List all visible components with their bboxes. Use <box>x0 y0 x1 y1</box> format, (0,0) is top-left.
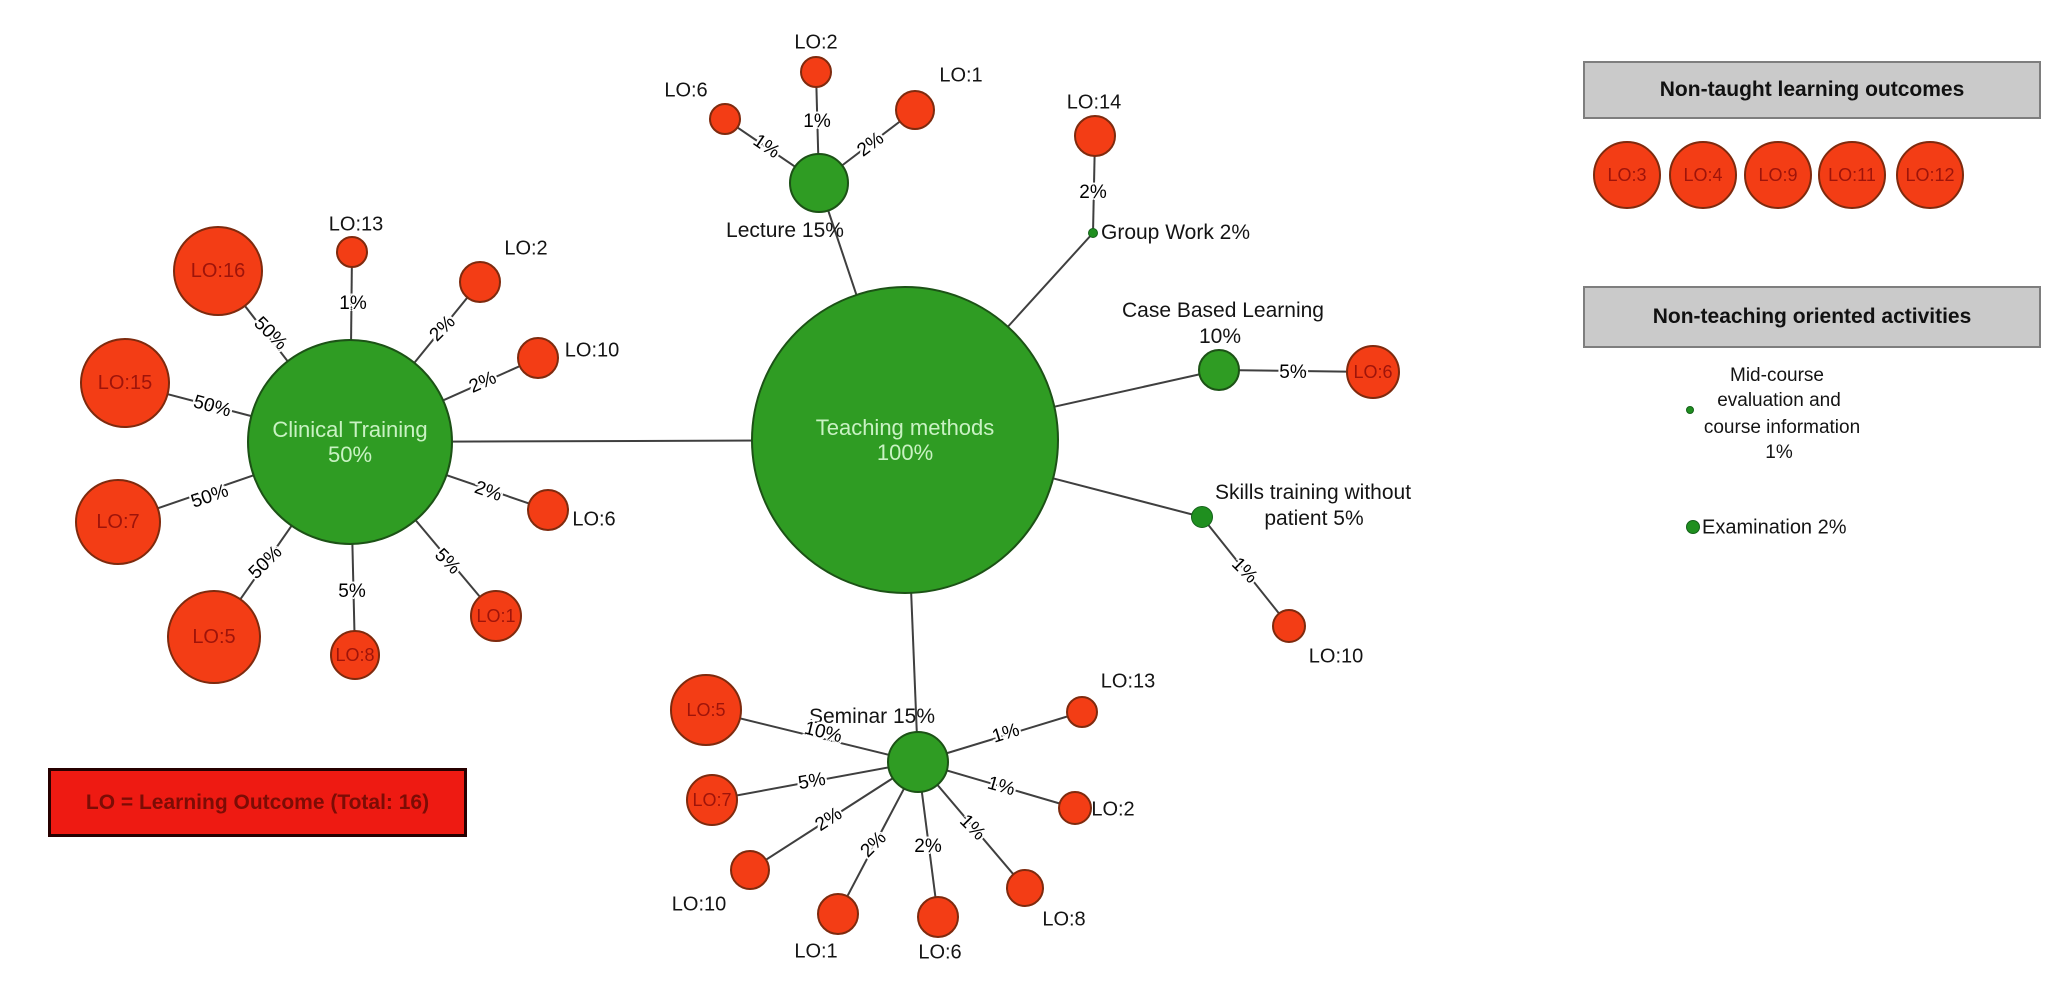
label-examination: Examination 2% <box>1702 516 1847 539</box>
node-nontaught-lo12: LO:12 <box>1896 141 1964 209</box>
edge-seminar-lo7 <box>711 761 919 801</box>
node-examination-dot <box>1686 520 1700 534</box>
node-clinical-lo6 <box>527 489 569 531</box>
label-midcourse-line3: course information <box>1703 417 1861 438</box>
node-casebased-lo6: LO:6 <box>1346 345 1400 399</box>
node-clinical-training: Clinical Training 50% <box>247 339 453 545</box>
node-lecture <box>789 153 849 213</box>
label-seminar-lo2: LO:2 <box>1091 798 1135 821</box>
edge-seminar-lo5 <box>705 709 919 763</box>
node-seminar-lo6 <box>917 896 959 938</box>
node-seminar-lo2 <box>1058 791 1092 825</box>
node-seminar <box>887 731 949 793</box>
label-seminar: Seminar 15% <box>808 705 936 728</box>
node-clinical-lo16: LO:16 <box>173 226 263 316</box>
label-midcourse-line2: evaluation and <box>1717 390 1841 411</box>
edge-skills-lo10 <box>1201 516 1290 627</box>
node-clinical-lo7: LO:7 <box>75 479 161 565</box>
node-seminar-lo7: LO:7 <box>686 774 738 826</box>
pct-seminar-lo6: 2% <box>914 836 942 857</box>
node-clinical-lo10 <box>517 337 559 379</box>
node-midcourse-dot <box>1686 406 1694 414</box>
node-lecture-lo1 <box>895 90 935 130</box>
node-clinical-lo5: LO:5 <box>167 590 261 684</box>
label-midcourse-pct: 1% <box>1765 442 1793 463</box>
node-skills-lo10 <box>1272 609 1306 643</box>
label-clinical-lo13: LO:13 <box>328 213 384 236</box>
label-lecture: Lecture 15% <box>726 219 844 242</box>
label-case-based-pct: 10% <box>1198 325 1242 348</box>
node-clinical-lo1: LO:1 <box>470 590 522 642</box>
non-teaching-header: Non-teaching oriented activities <box>1583 286 2041 348</box>
label-lecture-lo1: LO:1 <box>939 64 983 87</box>
non-taught-header: Non-taught learning outcomes <box>1583 61 2041 119</box>
teaching-pct: 100% <box>876 440 934 465</box>
teaching-label: Teaching methods <box>815 414 995 440</box>
node-skills-training <box>1191 506 1213 528</box>
label-seminar-lo8: LO:8 <box>1042 908 1086 931</box>
node-case-based-learning <box>1198 349 1240 391</box>
node-nontaught-lo9: LO:9 <box>1744 141 1812 209</box>
label-group-work: Group Work 2% <box>1101 221 1250 244</box>
label-seminar-lo6: LO:6 <box>918 941 962 964</box>
node-teaching-methods: Teaching methods 100% <box>751 286 1059 594</box>
node-seminar-lo10 <box>730 850 770 890</box>
node-nontaught-lo4: LO:4 <box>1669 141 1737 209</box>
pct-clinical-lo13: 1% <box>339 293 367 314</box>
label-lecture-lo6: LO:6 <box>664 79 708 102</box>
pct-lecture-lo2: 1% <box>803 111 831 132</box>
node-lecture-lo2 <box>800 56 832 88</box>
node-clinical-lo15: LO:15 <box>80 338 170 428</box>
node-seminar-lo13 <box>1066 696 1098 728</box>
label-skills-line2: patient 5% <box>1264 507 1364 530</box>
node-nontaught-lo11: LO:11 <box>1818 141 1886 209</box>
node-clinical-lo13 <box>336 236 368 268</box>
label-seminar-lo10: LO:10 <box>671 893 727 916</box>
node-groupwork-lo14 <box>1074 115 1116 157</box>
label-skills-line1: Skills training without <box>1214 481 1412 504</box>
label-clinical-lo2: LO:2 <box>504 237 548 260</box>
pct-seminar-lo7: 5% <box>796 768 828 795</box>
edge-seminar-lo10 <box>749 761 919 871</box>
node-seminar-lo8 <box>1006 869 1044 907</box>
label-midcourse-line1: Mid-course <box>1730 365 1824 386</box>
node-clinical-lo8: LO:8 <box>330 630 380 680</box>
label-seminar-lo13: LO:13 <box>1100 670 1156 693</box>
clinical-label: Clinical Training 50% <box>272 416 428 467</box>
label-groupwork-lo14: LO:14 <box>1066 91 1122 114</box>
node-seminar-lo1 <box>817 893 859 935</box>
node-group-work <box>1088 228 1098 238</box>
node-clinical-lo2 <box>459 261 501 303</box>
pct-groupwork-lo14: 2% <box>1079 182 1107 203</box>
label-clinical-lo6: LO:6 <box>572 508 616 531</box>
label-skills-lo10: LO:10 <box>1308 645 1364 668</box>
label-case-based-title: Case Based Learning <box>1122 299 1324 322</box>
label-seminar-lo1: LO:1 <box>794 940 838 963</box>
legend-box: LO = Learning Outcome (Total: 16) <box>48 768 467 837</box>
label-lecture-lo2: LO:2 <box>794 31 838 54</box>
node-lecture-lo6 <box>709 103 741 135</box>
pct-clinical-lo8: 5% <box>338 581 366 602</box>
pct-casebased-lo6: 5% <box>1279 362 1307 383</box>
node-seminar-lo5: LO:5 <box>670 674 742 746</box>
node-nontaught-lo3: LO:3 <box>1593 141 1661 209</box>
label-clinical-lo10: LO:10 <box>564 339 620 362</box>
